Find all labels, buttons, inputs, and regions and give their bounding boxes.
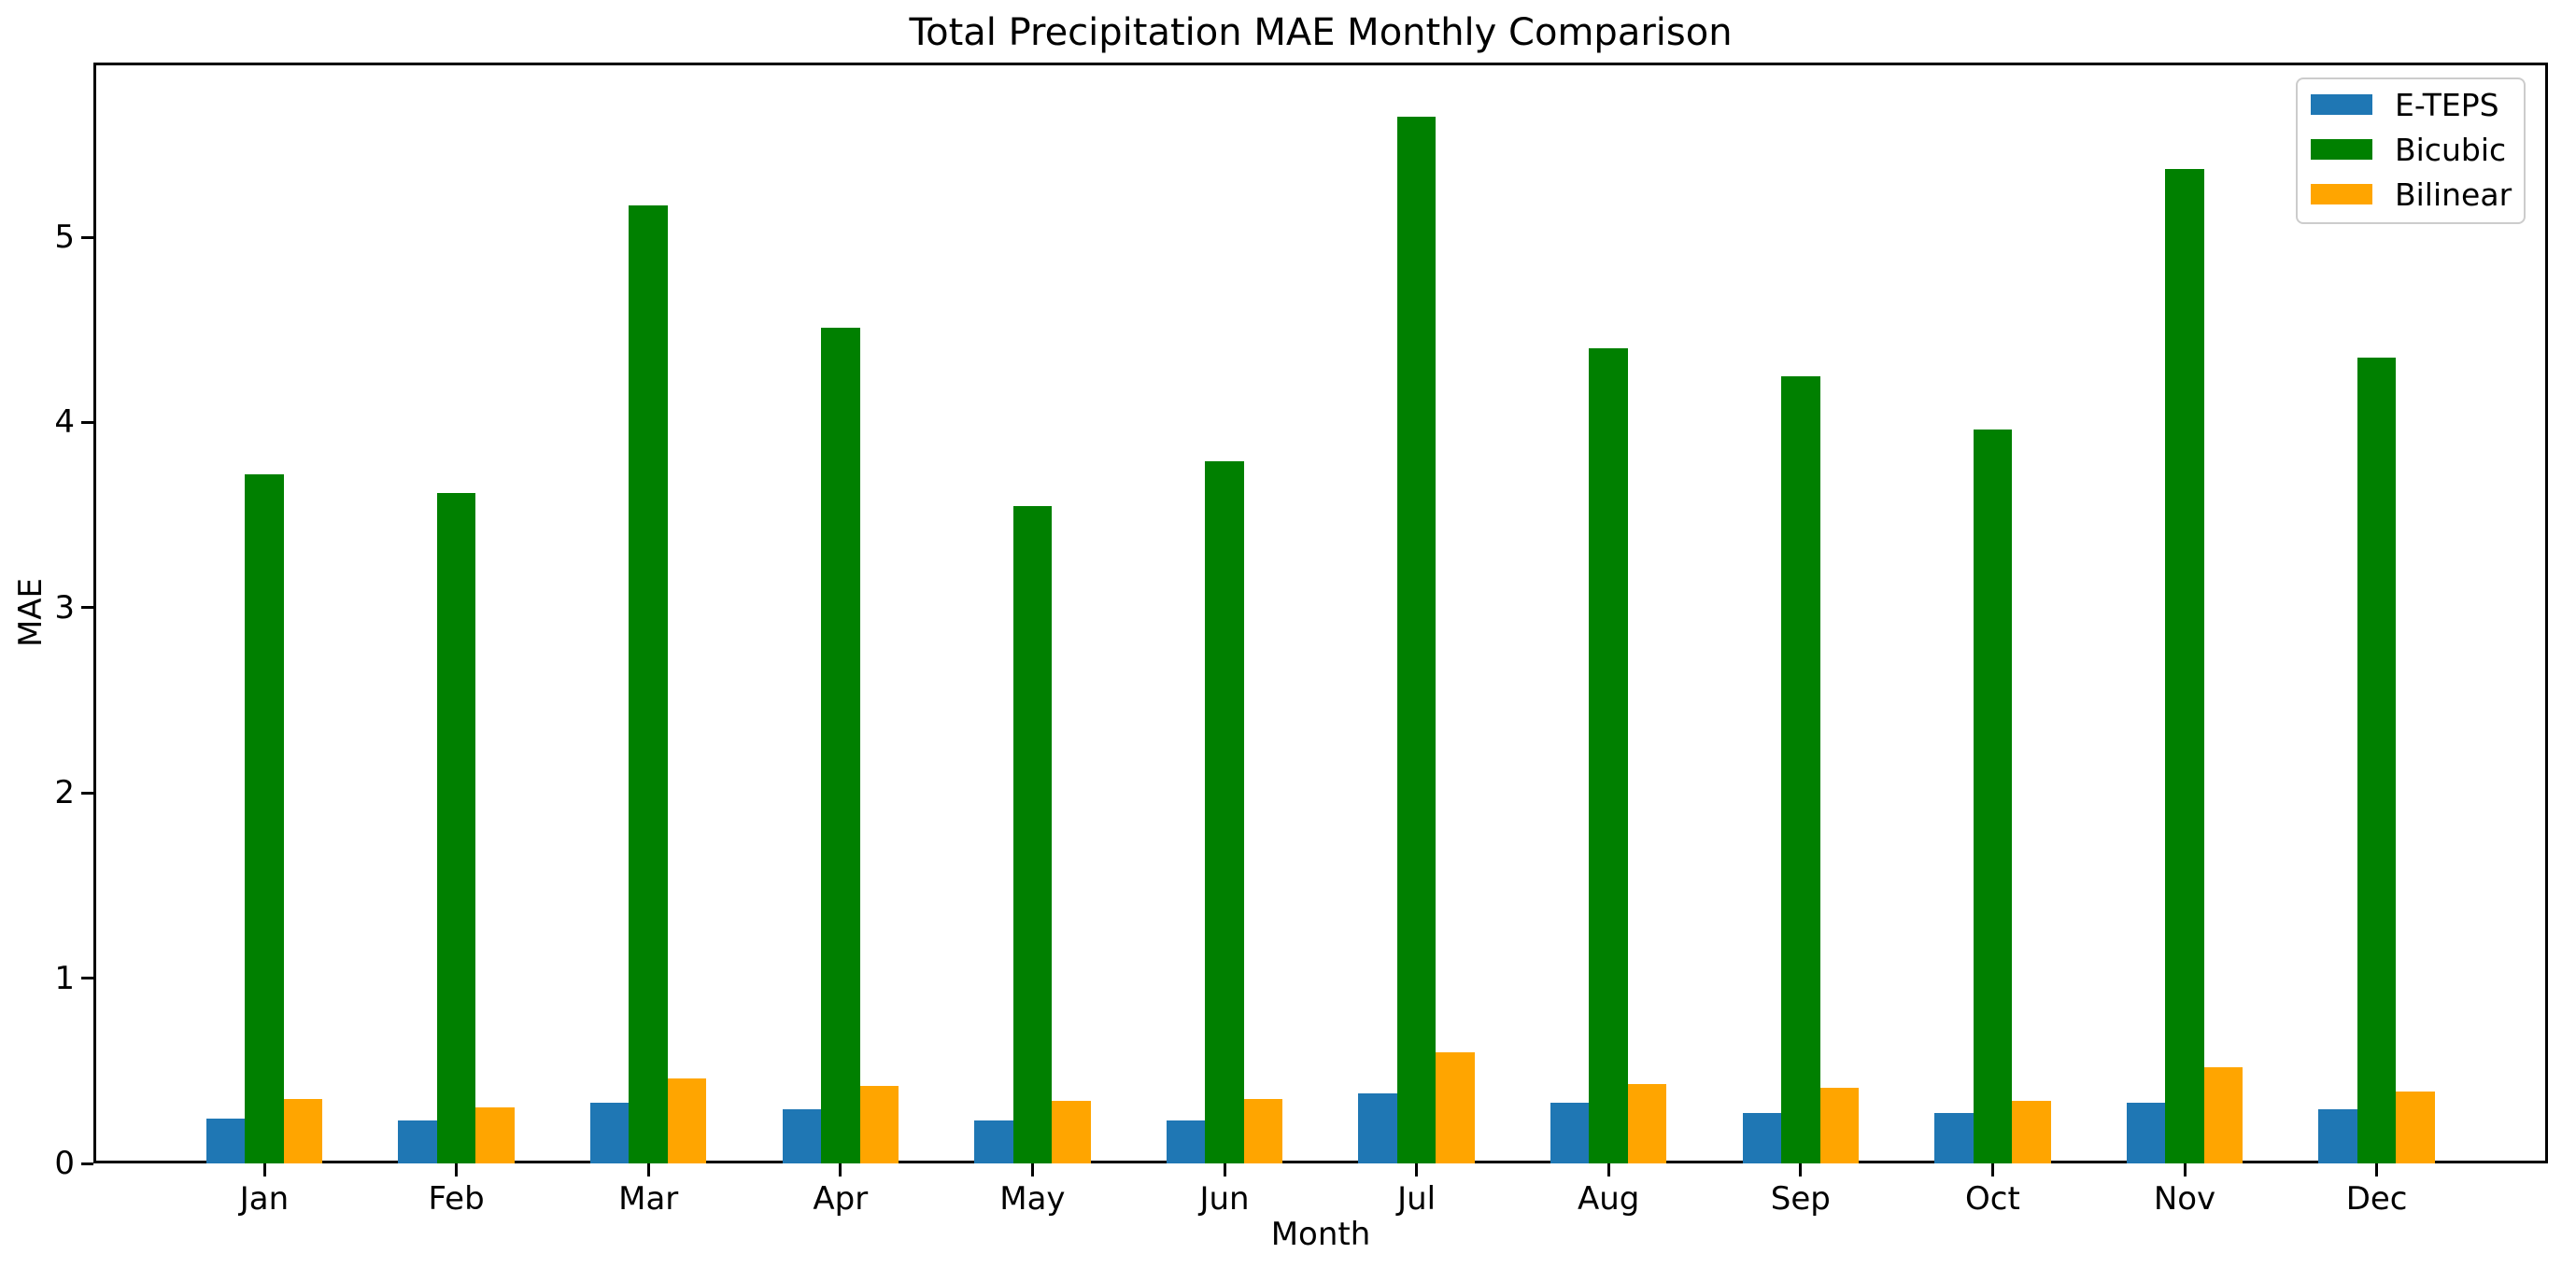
y-tick-mark-4 (81, 420, 93, 424)
y-tick-label-5: 5 (54, 218, 75, 256)
legend-swatch-bicubic (2311, 139, 2372, 160)
x-tick-mark-Feb (455, 1163, 459, 1176)
bar-e-teps-jul (1358, 1092, 1397, 1163)
bar-e-teps-may (974, 1120, 1013, 1163)
y-tick-label-0: 0 (54, 1145, 75, 1182)
y-tick-label-3: 3 (54, 588, 75, 627)
x-tick-label-Jan: Jan (239, 1180, 290, 1218)
x-tick-mark-Mar (646, 1163, 650, 1176)
bar-bicubic-oct (1973, 430, 2013, 1163)
bar-bicubic-feb (436, 492, 476, 1163)
bar-bicubic-jul (1396, 117, 1437, 1163)
bar-bilinear-mar (667, 1078, 707, 1163)
bar-bicubic-nov (2165, 168, 2204, 1163)
bar-bilinear-sep (1819, 1087, 1860, 1163)
x-tick-mark-Jan (262, 1163, 266, 1176)
bar-bicubic-jun (1205, 461, 1244, 1163)
x-tick-mark-Dec (2375, 1163, 2379, 1176)
bar-bicubic-may (1012, 505, 1053, 1163)
legend-item-e-teps: E-TEPS (2311, 90, 2499, 120)
bar-bilinear-feb (475, 1107, 515, 1163)
y-tick-mark-0 (81, 1162, 93, 1165)
y-tick-mark-5 (81, 235, 93, 239)
legend-item-bilinear: Bilinear (2311, 179, 2512, 210)
bar-bilinear-apr (859, 1085, 899, 1163)
bar-e-teps-aug (1550, 1102, 1590, 1163)
x-tick-mark-Jul (1415, 1163, 1419, 1176)
chart-title: Total Precipitation MAE Monthly Comparis… (909, 11, 1733, 54)
legend-label-bilinear: Bilinear (2395, 176, 2512, 213)
legend-label-e-teps: E-TEPS (2395, 86, 2499, 123)
x-tick-label-Dec: Dec (2345, 1180, 2408, 1218)
bar-bilinear-oct (2012, 1100, 2051, 1163)
bar-bilinear-jul (1436, 1051, 1475, 1163)
bar-bicubic-mar (629, 205, 668, 1163)
x-tick-label-Feb: Feb (428, 1180, 485, 1218)
x-tick-label-May: May (999, 1180, 1066, 1218)
y-tick-label-1: 1 (54, 959, 75, 997)
x-tick-label-Aug: Aug (1577, 1180, 1640, 1218)
bar-e-teps-apr (782, 1109, 822, 1163)
bar-bilinear-aug (1627, 1083, 1667, 1163)
x-tick-mark-Nov (2183, 1163, 2187, 1176)
x-tick-label-Sep: Sep (1770, 1180, 1831, 1218)
bar-bicubic-aug (1589, 348, 1628, 1163)
legend-swatch-bilinear (2311, 184, 2372, 204)
y-tick-label-2: 2 (54, 774, 75, 812)
bar-e-teps-mar (589, 1102, 630, 1163)
bar-e-teps-nov (2126, 1102, 2166, 1163)
x-tick-mark-Sep (1799, 1163, 1803, 1176)
plot-area (93, 63, 2548, 1163)
x-tick-mark-Apr (839, 1163, 842, 1176)
bar-bicubic-jan (245, 473, 284, 1163)
legend-item-bicubic: Bicubic (2311, 134, 2506, 165)
y-tick-label-4: 4 (54, 403, 75, 442)
x-tick-label-Apr: Apr (813, 1180, 869, 1218)
x-tick-label-Mar: Mar (618, 1180, 679, 1218)
bar-bicubic-apr (821, 328, 860, 1163)
x-tick-mark-Oct (1990, 1163, 1994, 1176)
y-tick-mark-3 (81, 606, 93, 610)
y-tick-mark-1 (81, 977, 93, 980)
legend-swatch-e-teps (2311, 94, 2372, 115)
x-tick-mark-Jun (1223, 1163, 1226, 1176)
bar-e-teps-feb (398, 1120, 437, 1163)
bar-e-teps-oct (1934, 1113, 1974, 1163)
bar-e-teps-dec (2318, 1109, 2357, 1163)
x-axis-label: Month (1270, 1216, 1371, 1253)
bar-bicubic-dec (2357, 357, 2397, 1163)
bar-bilinear-jun (1243, 1098, 1283, 1163)
x-tick-mark-Aug (1606, 1163, 1610, 1176)
bar-e-teps-jun (1166, 1120, 1206, 1163)
y-tick-mark-2 (81, 791, 93, 795)
bar-bilinear-nov (2203, 1066, 2243, 1163)
x-tick-label-Nov: Nov (2153, 1180, 2216, 1218)
bar-e-teps-jan (205, 1119, 246, 1163)
x-tick-label-Oct: Oct (1964, 1180, 2020, 1218)
bar-bilinear-may (1052, 1100, 1091, 1163)
legend-label-bicubic: Bicubic (2395, 131, 2507, 168)
x-tick-label-Jun: Jun (1199, 1180, 1250, 1218)
bar-bicubic-sep (1781, 375, 1820, 1163)
bar-bilinear-jan (283, 1098, 323, 1163)
bar-bilinear-dec (2396, 1091, 2435, 1163)
x-tick-mark-May (1030, 1163, 1034, 1176)
bar-e-teps-sep (1742, 1113, 1782, 1163)
x-tick-label-Jul: Jul (1397, 1180, 1437, 1218)
legend: E-TEPS Bicubic Bilinear (2296, 77, 2526, 224)
